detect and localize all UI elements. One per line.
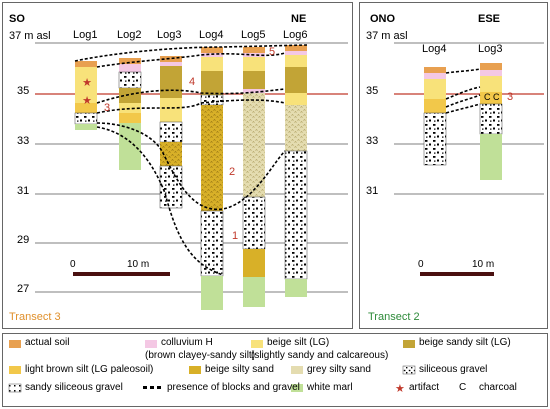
legend-label-grey-silty-sand: grey silty sand bbox=[307, 364, 371, 375]
direction-label-right: NE bbox=[291, 13, 307, 25]
log4-column bbox=[423, 67, 447, 166]
unit-number-label: 4 bbox=[189, 76, 195, 88]
legend-label-artifact: artifact bbox=[409, 382, 440, 393]
unit-number-label: 1 bbox=[232, 230, 238, 242]
legend-swatch-colluvium bbox=[145, 340, 157, 348]
unit-number-label: 2 bbox=[229, 166, 235, 178]
legend-swatch-light-brown-silt bbox=[9, 366, 21, 374]
log5-column bbox=[242, 47, 266, 307]
log-label: Log4 bbox=[422, 43, 447, 55]
scale-start-label: 0 bbox=[70, 259, 76, 270]
y-tick-label: 33 bbox=[17, 135, 30, 147]
scale-end-label: 10 m bbox=[127, 259, 150, 270]
legend-sub-beige-silt: (slightly sandy and calcareous) bbox=[251, 350, 389, 361]
legend-label-beige-sandy-silt: beige sandy silt (LG) bbox=[419, 337, 511, 348]
legend-swatch-grey-silty-sand bbox=[291, 366, 303, 374]
log2-column bbox=[118, 58, 142, 170]
scale-end-label: 10 m bbox=[472, 259, 495, 270]
transect-2-panel: C C 3 ONO ESE 37 m asl Log4 Log3 35 33 3… bbox=[359, 2, 548, 329]
transect-label: Transect 2 bbox=[368, 311, 420, 323]
legend-label-colluvium: colluvium H bbox=[161, 337, 213, 348]
legend-sub-colluvium: (brown clayey-sandy silt) bbox=[145, 350, 256, 361]
legend-label-siliceous-gravel: siliceous gravel bbox=[419, 364, 488, 375]
log3-column bbox=[159, 56, 183, 209]
y-tick-label: 29 bbox=[17, 234, 30, 246]
legend-symbol-artifact: ★ bbox=[395, 383, 405, 395]
legend-label-sandy-siliceous-gravel: sandy siliceous gravel bbox=[25, 382, 123, 393]
legend: ★ actual soil colluvium H (brown clayey-… bbox=[2, 333, 548, 407]
legend-swatch-actual-soil bbox=[9, 340, 21, 348]
unit-number-label: 3 bbox=[104, 102, 110, 114]
log6-column bbox=[284, 45, 308, 297]
svg-text:★: ★ bbox=[82, 77, 92, 89]
y-tick-label: 27 bbox=[17, 283, 30, 295]
scale-bar bbox=[73, 272, 170, 276]
log-label: Log4 bbox=[199, 29, 224, 41]
legend-swatch-white-marl bbox=[291, 384, 303, 392]
scale-bar bbox=[420, 272, 494, 276]
log-label: Log3 bbox=[157, 29, 182, 41]
log-label: Log3 bbox=[478, 43, 503, 55]
legend-swatch-siliceous-gravel bbox=[402, 365, 416, 375]
legend-symbol-charcoal: C bbox=[459, 382, 467, 393]
legend-swatch-beige-silt bbox=[251, 340, 263, 348]
log3-column bbox=[479, 63, 503, 180]
correlation-lines bbox=[445, 68, 481, 114]
y-tick-label: 31 bbox=[17, 185, 30, 197]
legend-label-charcoal: charcoal bbox=[479, 382, 517, 393]
legend-swatch-beige-sandy-silt bbox=[403, 340, 415, 348]
elevation-label: 37 m asl bbox=[366, 30, 408, 42]
log-label: Log1 bbox=[73, 29, 98, 41]
svg-text:★: ★ bbox=[82, 95, 92, 107]
log4-column bbox=[200, 47, 224, 310]
legend-label-beige-silty-sand: beige silty sand bbox=[205, 364, 274, 375]
transect-3-diagram: ★ ★ bbox=[35, 42, 348, 310]
log1-column: ★ ★ bbox=[74, 61, 98, 130]
charcoal-marks: C C bbox=[484, 92, 500, 102]
legend-label-white-marl: white marl bbox=[307, 382, 353, 393]
y-tick-label: 35 bbox=[366, 85, 379, 97]
legend-swatch-sandy-siliceous-gravel bbox=[8, 383, 22, 393]
elevation-gridlines bbox=[394, 42, 544, 195]
direction-label-left: SO bbox=[9, 13, 25, 25]
y-tick-label: 31 bbox=[366, 185, 379, 197]
direction-label-right: ESE bbox=[478, 13, 501, 25]
y-tick-label: 35 bbox=[17, 85, 30, 97]
y-tick-label: 33 bbox=[366, 135, 379, 147]
legend-swatch-beige-silty-sand bbox=[189, 366, 201, 374]
transect-2-diagram: C C 3 bbox=[394, 42, 544, 276]
log-label: Log2 bbox=[117, 29, 142, 41]
log-label: Log5 bbox=[241, 29, 266, 41]
elevation-label: 37 m asl bbox=[9, 30, 51, 42]
legend-label-beige-silt: beige silt (LG) bbox=[267, 337, 330, 348]
transect-label: Transect 3 bbox=[9, 311, 61, 323]
scale-start-label: 0 bbox=[418, 259, 424, 270]
legend-label-blocks-gravel: presence of blocks and gravel bbox=[167, 382, 300, 393]
correlation-lines bbox=[74, 44, 308, 276]
direction-label-left: ONO bbox=[370, 13, 396, 25]
unit-number-label: 3 bbox=[507, 91, 513, 103]
log-label: Log6 bbox=[283, 29, 308, 41]
legend-swatches: ★ bbox=[8, 340, 416, 395]
transect-3-panel: ★ ★ bbox=[2, 2, 353, 329]
legend-label-actual-soil: actual soil bbox=[25, 337, 70, 348]
unit-number-label: 5 bbox=[269, 46, 275, 58]
legend-label-light-brown-silt: light brown silt (LG paleosoil) bbox=[25, 364, 154, 375]
legend-swatch-blocks bbox=[143, 386, 161, 389]
